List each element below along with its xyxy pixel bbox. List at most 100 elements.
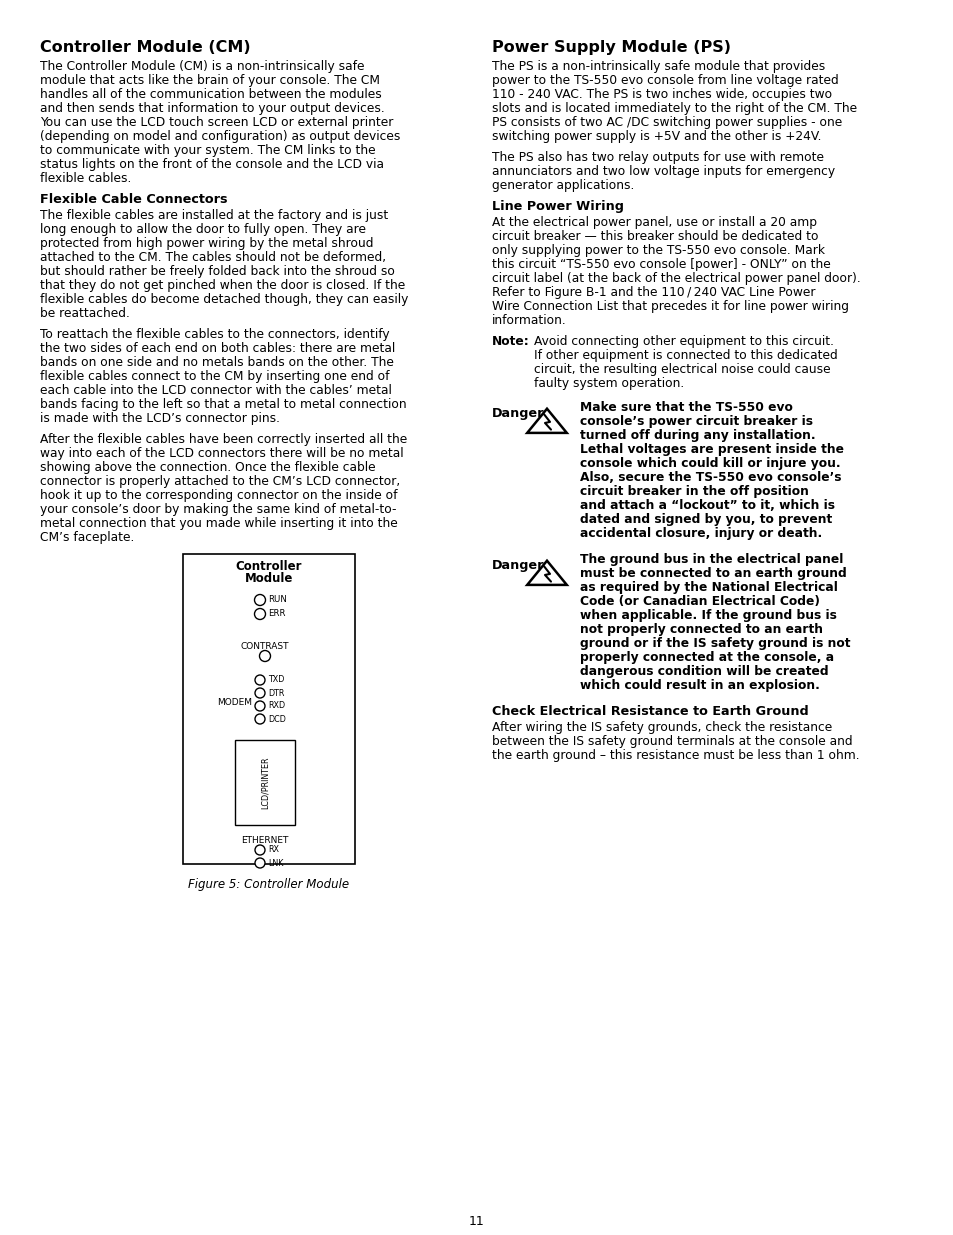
Text: power to the TS-550 evo console from line voltage rated: power to the TS-550 evo console from lin… — [492, 74, 838, 86]
Polygon shape — [527, 561, 566, 585]
Text: handles all of the communication between the modules: handles all of the communication between… — [40, 88, 381, 101]
Text: but should rather be freely folded back into the shroud so: but should rather be freely folded back … — [40, 266, 395, 278]
Text: be reattached.: be reattached. — [40, 308, 130, 320]
Text: MODEM: MODEM — [216, 698, 252, 706]
Text: Line Power Wiring: Line Power Wiring — [492, 200, 623, 212]
Text: slots and is located immediately to the right of the CM. The: slots and is located immediately to the … — [492, 103, 856, 115]
Text: each cable into the LCD connector with the cables’ metal: each cable into the LCD connector with t… — [40, 384, 392, 396]
Text: your console’s door by making the same kind of metal-to-: your console’s door by making the same k… — [40, 503, 396, 516]
Text: console which could kill or injure you.: console which could kill or injure you. — [579, 457, 840, 471]
Text: Controller Module (CM): Controller Module (CM) — [40, 40, 251, 56]
Bar — [234, 740, 294, 825]
Text: when applicable. If the ground bus is: when applicable. If the ground bus is — [579, 609, 836, 622]
Text: circuit label (at the back of the electrical power panel door).: circuit label (at the back of the electr… — [492, 272, 860, 285]
Text: DCD: DCD — [268, 715, 286, 724]
Text: Module: Module — [245, 572, 293, 585]
Text: metal connection that you made while inserting it into the: metal connection that you made while ins… — [40, 517, 397, 530]
Text: Code (or Canadian Electrical Code): Code (or Canadian Electrical Code) — [579, 595, 819, 608]
Text: Danger: Danger — [492, 559, 544, 572]
Text: (depending on model and configuration) as output devices: (depending on model and configuration) a… — [40, 130, 400, 143]
Text: generator applications.: generator applications. — [492, 179, 634, 191]
Circle shape — [254, 676, 265, 685]
Text: properly connected at the console, a: properly connected at the console, a — [579, 651, 833, 664]
Text: Refer to Figure B-1 and the 110 / 240 VAC Line Power: Refer to Figure B-1 and the 110 / 240 VA… — [492, 287, 815, 299]
Text: protected from high power wiring by the metal shroud: protected from high power wiring by the … — [40, 237, 374, 249]
Text: is made with the LCD’s connector pins.: is made with the LCD’s connector pins. — [40, 412, 280, 425]
Text: and attach a “lockout” to it, which is: and attach a “lockout” to it, which is — [579, 499, 834, 513]
Text: flexible cables connect to the CM by inserting one end of: flexible cables connect to the CM by ins… — [40, 370, 389, 383]
Text: console’s power circuit breaker is: console’s power circuit breaker is — [579, 415, 812, 429]
Text: flexible cables do become detached though, they can easily: flexible cables do become detached thoug… — [40, 293, 408, 306]
Text: showing above the connection. Once the flexible cable: showing above the connection. Once the f… — [40, 461, 375, 474]
Text: which could result in an explosion.: which could result in an explosion. — [579, 679, 819, 692]
Text: Figure 5: Controller Module: Figure 5: Controller Module — [189, 878, 349, 890]
Text: RXD: RXD — [268, 701, 285, 710]
Text: status lights on the front of the console and the LCD via: status lights on the front of the consol… — [40, 158, 384, 170]
Text: to communicate with your system. The CM links to the: to communicate with your system. The CM … — [40, 144, 375, 157]
Text: If other equipment is connected to this dedicated: If other equipment is connected to this … — [534, 350, 837, 362]
Text: as required by the National Electrical: as required by the National Electrical — [579, 580, 837, 594]
Text: Controller: Controller — [235, 559, 302, 573]
Text: long enough to allow the door to fully open. They are: long enough to allow the door to fully o… — [40, 224, 366, 236]
Text: module that acts like the brain of your console. The CM: module that acts like the brain of your … — [40, 74, 379, 86]
Text: You can use the LCD touch screen LCD or external printer: You can use the LCD touch screen LCD or … — [40, 116, 393, 128]
Text: Flexible Cable Connectors: Flexible Cable Connectors — [40, 193, 227, 206]
Text: LNK: LNK — [268, 858, 283, 867]
Text: The ground bus in the electrical panel: The ground bus in the electrical panel — [579, 553, 842, 566]
Text: PS consists of two AC /DC switching power supplies - one: PS consists of two AC /DC switching powe… — [492, 116, 841, 128]
Circle shape — [254, 701, 265, 711]
Text: must be connected to an earth ground: must be connected to an earth ground — [579, 567, 846, 580]
Text: accidental closure, injury or death.: accidental closure, injury or death. — [579, 527, 821, 540]
Text: attached to the CM. The cables should not be deformed,: attached to the CM. The cables should no… — [40, 251, 386, 264]
Circle shape — [254, 858, 265, 868]
Text: DTR: DTR — [268, 688, 284, 698]
Text: faulty system operation.: faulty system operation. — [534, 377, 683, 390]
Text: bands facing to the left so that a metal to metal connection: bands facing to the left so that a metal… — [40, 398, 406, 411]
Text: switching power supply is +5V and the other is +24V.: switching power supply is +5V and the ot… — [492, 130, 821, 143]
Text: circuit, the resulting electrical noise could cause: circuit, the resulting electrical noise … — [534, 363, 830, 375]
Text: information.: information. — [492, 314, 566, 327]
Text: The flexible cables are installed at the factory and is just: The flexible cables are installed at the… — [40, 209, 388, 222]
Circle shape — [259, 651, 271, 662]
Text: Wire Connection List that precedes it for line power wiring: Wire Connection List that precedes it fo… — [492, 300, 848, 312]
Bar — [183, 555, 355, 864]
Text: circuit breaker in the off position: circuit breaker in the off position — [579, 485, 808, 498]
Text: The PS also has two relay outputs for use with remote: The PS also has two relay outputs for us… — [492, 151, 823, 164]
Text: the two sides of each end on both cables: there are metal: the two sides of each end on both cables… — [40, 342, 395, 354]
Text: the earth ground – this resistance must be less than 1 ohm.: the earth ground – this resistance must … — [492, 748, 859, 762]
Text: turned off during any installation.: turned off during any installation. — [579, 429, 815, 442]
Text: Note:: Note: — [492, 335, 529, 348]
Circle shape — [254, 714, 265, 724]
Text: The PS is a non-intrinsically safe module that provides: The PS is a non-intrinsically safe modul… — [492, 61, 824, 73]
Circle shape — [254, 688, 265, 698]
Text: flexible cables.: flexible cables. — [40, 172, 132, 185]
Text: TXD: TXD — [268, 676, 284, 684]
Circle shape — [254, 609, 265, 620]
Text: CONTRAST: CONTRAST — [240, 642, 289, 651]
Text: Lethal voltages are present inside the: Lethal voltages are present inside the — [579, 443, 843, 456]
Text: After the flexible cables have been correctly inserted all the: After the flexible cables have been corr… — [40, 433, 407, 446]
Text: Also, secure the TS-550 evo console’s: Also, secure the TS-550 evo console’s — [579, 471, 841, 484]
Text: At the electrical power panel, use or install a 20 amp: At the electrical power panel, use or in… — [492, 216, 816, 228]
Text: Make sure that the TS-550 evo: Make sure that the TS-550 evo — [579, 401, 792, 414]
Text: RUN: RUN — [268, 595, 287, 604]
Text: annunciators and two low voltage inputs for emergency: annunciators and two low voltage inputs … — [492, 165, 834, 178]
Text: connector is properly attached to the CM’s LCD connector,: connector is properly attached to the CM… — [40, 475, 400, 488]
Text: this circuit “TS-550 evo console [power] - ONLY” on the: this circuit “TS-550 evo console [power]… — [492, 258, 830, 270]
Text: bands on one side and no metals bands on the other. The: bands on one side and no metals bands on… — [40, 356, 394, 369]
Text: only supplying power to the TS-550 evo console. Mark: only supplying power to the TS-550 evo c… — [492, 245, 824, 257]
Text: ERR: ERR — [268, 610, 286, 619]
Text: After wiring the IS safety grounds, check the resistance: After wiring the IS safety grounds, chec… — [492, 721, 831, 734]
Circle shape — [254, 594, 265, 605]
Polygon shape — [527, 409, 566, 433]
Text: circuit breaker — this breaker should be dedicated to: circuit breaker — this breaker should be… — [492, 230, 818, 243]
Text: Danger: Danger — [492, 408, 544, 420]
Text: Avoid connecting other equipment to this circuit.: Avoid connecting other equipment to this… — [534, 335, 833, 348]
Text: 110 - 240 VAC. The PS is two inches wide, occupies two: 110 - 240 VAC. The PS is two inches wide… — [492, 88, 831, 101]
Circle shape — [254, 845, 265, 855]
Text: ground or if the IS safety ground is not: ground or if the IS safety ground is not — [579, 637, 850, 650]
Text: ETHERNET: ETHERNET — [241, 836, 289, 845]
Text: dated and signed by you, to prevent: dated and signed by you, to prevent — [579, 513, 831, 526]
Text: and then sends that information to your output devices.: and then sends that information to your … — [40, 103, 384, 115]
Text: RX: RX — [268, 846, 278, 855]
